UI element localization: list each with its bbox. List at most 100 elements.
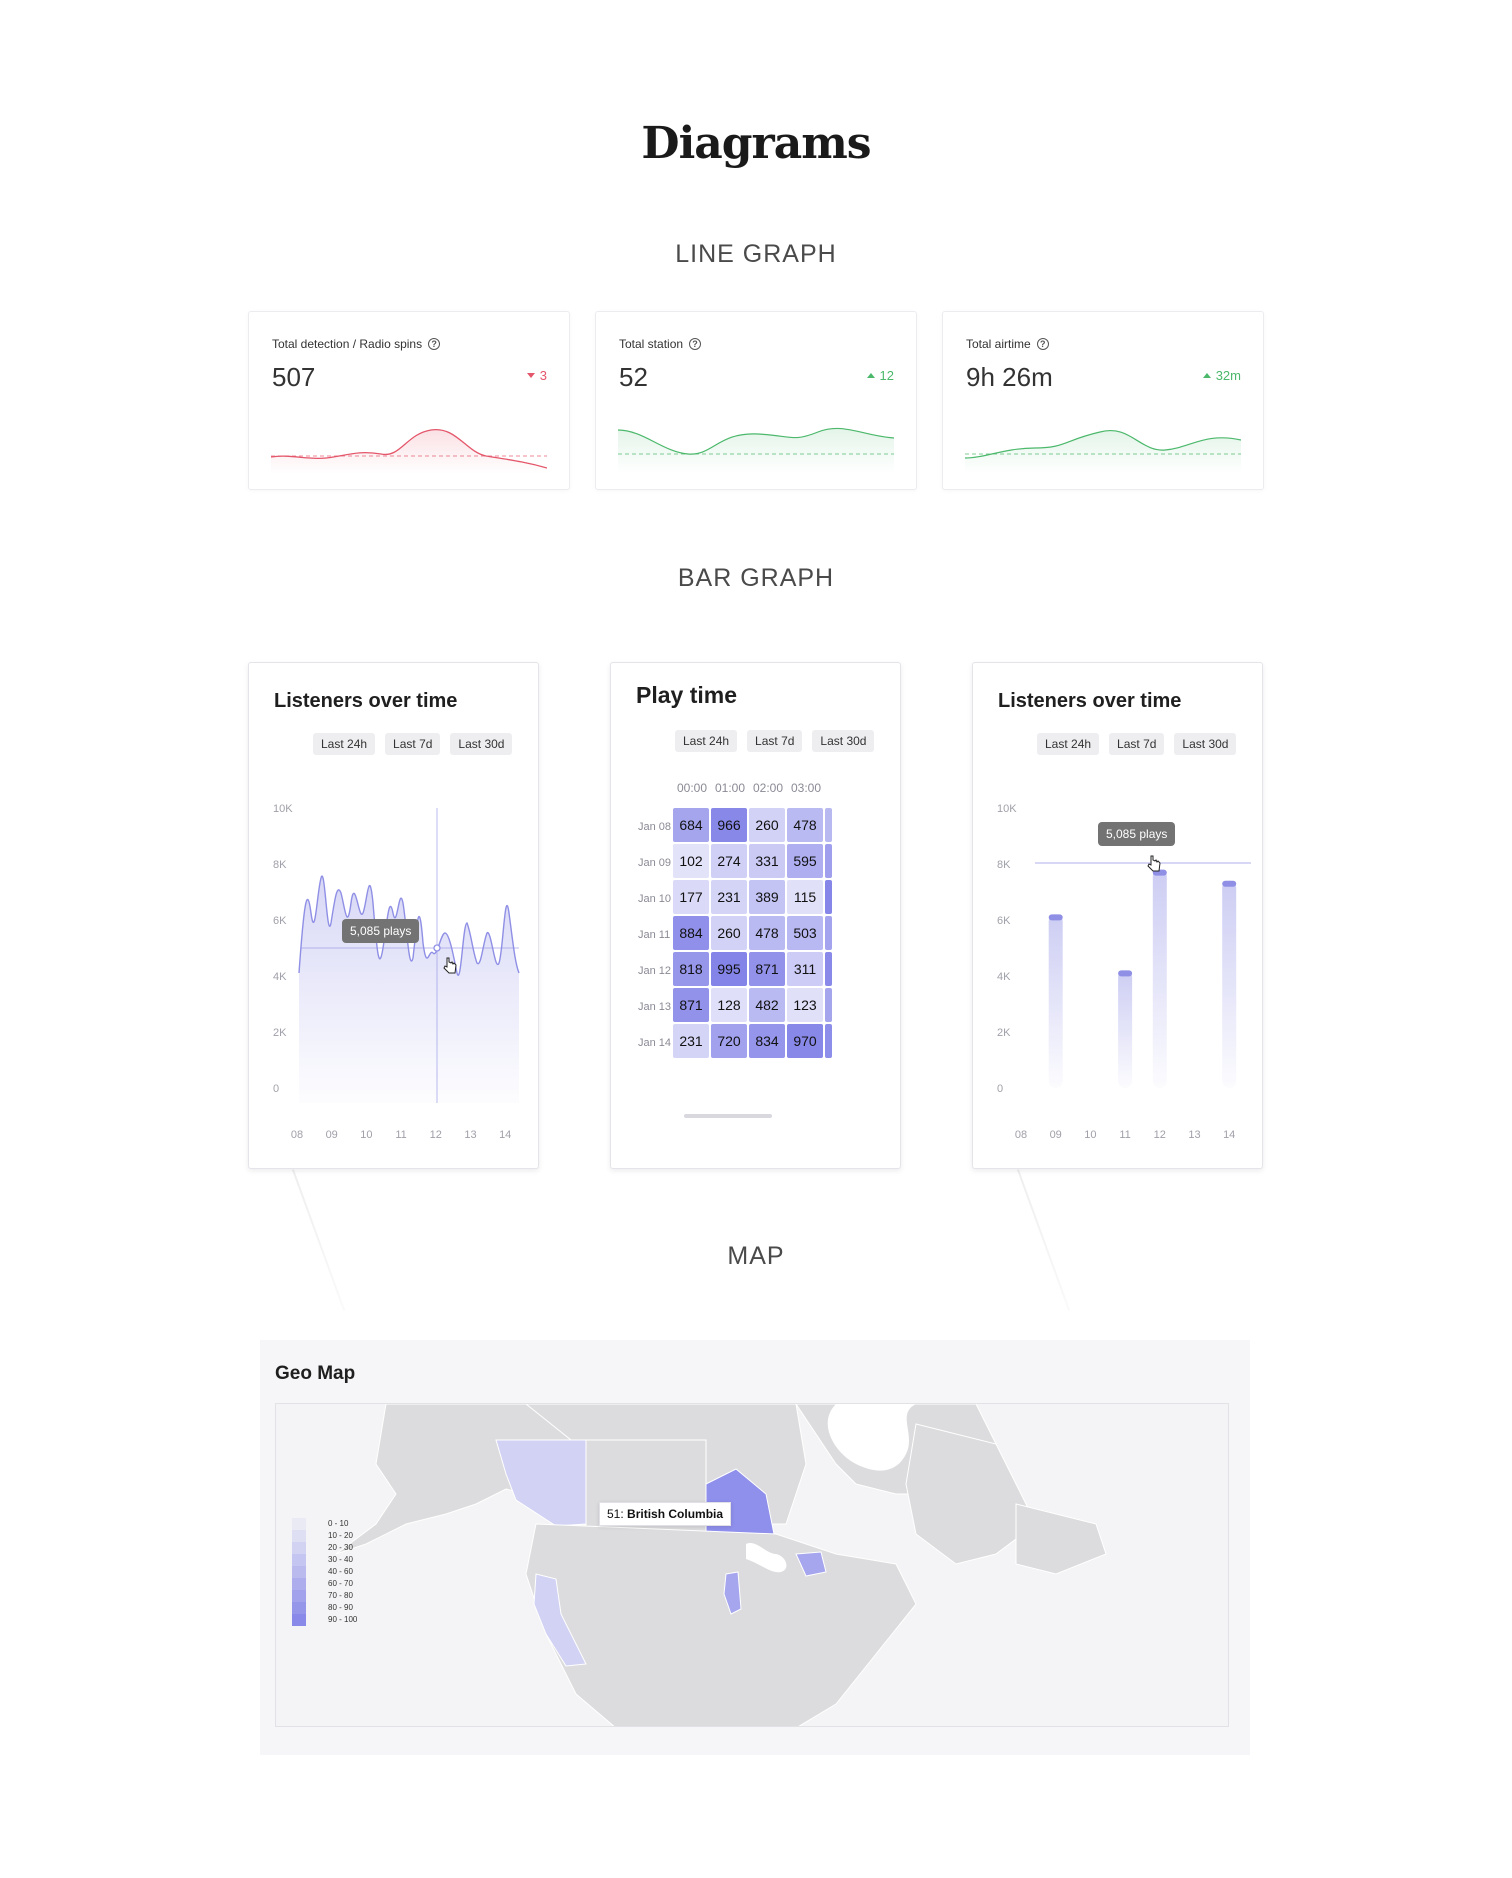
y-tick-label: 0 [997,1083,1003,1095]
kpi-label-text: Total station [619,337,684,351]
heatmap-cell[interactable]: 818 [673,952,709,986]
legend-label: 20 - 30 [328,1543,353,1552]
y-tick-label: 2K [997,1027,1011,1039]
help-icon[interactable]: ? [689,338,702,350]
heatmap-cell[interactable]: 231 [711,880,747,914]
filter-last-30d[interactable]: Last 30d [812,730,875,752]
filter-last-30d[interactable]: Last 30d [1174,733,1237,755]
x-tick-label: 09 [326,1129,338,1141]
panel-title: Listeners over time [998,690,1182,712]
heatmap-cell[interactable]: 684 [673,808,709,842]
region-quebec[interactable] [905,1423,1037,1565]
heatmap-cell[interactable]: 231 [673,1024,709,1058]
listeners-bar-chart[interactable]: 10K 8K 6K 4K 2K 0 08 09 10 11 12 13 14 [973,663,1264,1170]
region-usa[interactable] [525,1523,917,1727]
legend-label: 70 - 80 [328,1591,353,1600]
heatmap-cell[interactable]: 720 [711,1024,747,1058]
region-new-york[interactable] [795,1551,827,1577]
kpi-value: 52 [619,362,648,392]
play-time-panel: Play time Last 24h Last 7d Last 30d 00:0… [610,662,901,1169]
heatmap-cell-partial [825,880,832,914]
sparkline-chart [271,429,547,474]
x-tick-label: 11 [395,1129,406,1141]
heatmap-cell[interactable]: 503 [787,916,823,950]
heatmap-row-label: Jan 11 [638,929,671,941]
y-tick-label: 8K [273,859,287,871]
bar[interactable] [1118,970,1133,1088]
filter-last-30d[interactable]: Last 30d [450,733,513,755]
heatmap-cell[interactable]: 115 [787,880,823,914]
legend-swatch [292,1554,306,1566]
time-filter-group: Last 24h Last 7d Last 30d [1037,733,1237,755]
region-california[interactable] [533,1573,587,1667]
pointer-hand-icon [1147,855,1161,872]
x-tick-label: 13 [464,1129,476,1141]
kpi-delta-value: 32m [1215,368,1241,383]
heatmap-cell[interactable]: 274 [711,844,747,878]
help-icon[interactable]: ? [428,338,441,350]
bar[interactable] [1222,880,1237,1088]
region-illinois[interactable] [723,1571,742,1615]
heatmap-cell[interactable]: 478 [749,916,785,950]
region-atlantic[interactable] [1015,1503,1107,1575]
filter-last-7d[interactable]: Last 7d [1109,733,1165,755]
heatmap-cell[interactable]: 260 [711,916,747,950]
heatmap-cell[interactable]: 884 [673,916,709,950]
heatmap-cell[interactable]: 834 [749,1024,785,1058]
filter-last-7d[interactable]: Last 7d [747,730,803,752]
heatmap-cell[interactable]: 260 [749,808,785,842]
legend-swatch [292,1602,306,1614]
decorative-line [1017,1169,1071,1311]
heatmap-scrollbar[interactable] [684,1114,772,1118]
map-tooltip-value: 51: [607,1507,624,1521]
x-tick-label: 14 [499,1129,511,1141]
x-tick-label: 12 [430,1129,442,1141]
heatmap-cell[interactable]: 123 [787,988,823,1022]
filter-last-7d[interactable]: Last 7d [385,733,441,755]
kpi-delta: 32m [1202,368,1241,383]
filter-last-24h[interactable]: Last 24h [675,730,738,752]
filter-last-24h[interactable]: Last 24h [313,733,376,755]
heatmap-cell[interactable]: 970 [787,1024,823,1058]
heatmap-cell[interactable]: 482 [749,988,785,1022]
map-tooltip-region: British Columbia [627,1507,724,1521]
heatmap-cell[interactable]: 595 [787,844,823,878]
x-tick-label: 10 [1084,1129,1096,1141]
heatmap-cell[interactable]: 871 [673,988,709,1022]
listeners-line-chart[interactable]: 10K 8K 6K 4K 2K 0 08 09 10 11 12 13 14 [249,663,540,1170]
legend-label: 60 - 70 [328,1579,353,1588]
y-tick-label: 4K [273,971,287,983]
sparkline-chart [965,430,1241,474]
heatmap-cell[interactable]: 966 [711,808,747,842]
bar[interactable] [1152,869,1167,1088]
y-tick-label: 6K [273,915,287,927]
heatmap-cell[interactable]: 177 [673,880,709,914]
help-icon[interactable]: ? [1036,338,1049,350]
filter-last-24h[interactable]: Last 24h [1037,733,1100,755]
heatmap-cell[interactable]: 995 [711,952,747,986]
panel-title: Play time [636,682,737,708]
hover-point [433,944,441,952]
heatmap-cell[interactable]: 311 [787,952,823,986]
sparkline [965,430,1241,459]
region-british-columbia[interactable] [495,1439,587,1527]
kpi-delta: 3 [526,368,547,383]
heatmap-cell[interactable]: 128 [711,988,747,1022]
heatmap-cell[interactable]: 102 [673,844,709,878]
heatmap-cell[interactable]: 478 [787,808,823,842]
kpi-delta-value: 3 [539,368,547,383]
kpi-label: Total airtime ? [966,337,1049,351]
heatmap-cell[interactable]: 389 [749,880,785,914]
x-tick-label: 10 [360,1129,372,1141]
kpi-label-text: Total airtime [966,337,1031,351]
kpi-label: Total station ? [619,337,702,351]
arrow-up-icon [866,373,875,378]
geo-map[interactable]: 0 - 10 10 - 20 20 - 30 30 - 40 40 - 60 60 - 7… [275,1403,1229,1727]
hudson-bay [827,1404,916,1471]
kpi-label-text: Total detection / Radio spins [272,337,423,351]
bar[interactable] [1048,914,1063,1088]
heatmap-cell[interactable]: 871 [749,952,785,986]
heatmap-cell[interactable]: 331 [749,844,785,878]
legend-label: 0 - 10 [328,1519,349,1528]
sparkline [618,427,894,455]
